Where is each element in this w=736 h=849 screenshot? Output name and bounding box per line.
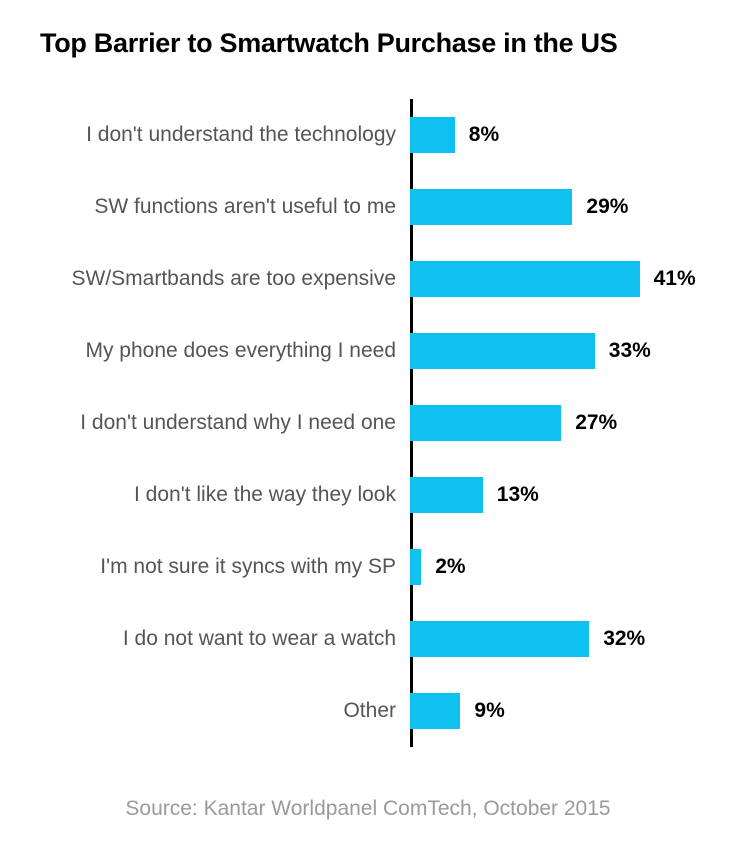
chart-page: Top Barrier to Smartwatch Purchase in th… bbox=[0, 0, 736, 849]
chart-row: I do not want to wear a watch 32% bbox=[40, 603, 696, 675]
category-label: I don't understand the technology bbox=[40, 123, 410, 147]
value-label: 33% bbox=[609, 339, 651, 363]
chart-title: Top Barrier to Smartwatch Purchase in th… bbox=[40, 28, 696, 59]
chart-row: Other 9% bbox=[40, 675, 696, 747]
chart-row: SW/Smartbands are too expensive 41% bbox=[40, 243, 696, 315]
bar-area: 27% bbox=[410, 387, 696, 459]
category-label: SW/Smartbands are too expensive bbox=[40, 267, 410, 291]
category-label: My phone does everything I need bbox=[40, 339, 410, 363]
bar bbox=[410, 261, 640, 297]
bar bbox=[410, 693, 460, 729]
value-label: 2% bbox=[435, 555, 465, 579]
bar-area: 32% bbox=[410, 603, 696, 675]
value-label: 29% bbox=[586, 195, 628, 219]
bar bbox=[410, 477, 483, 513]
bar-area: 29% bbox=[410, 171, 696, 243]
bar-area: 9% bbox=[410, 675, 696, 747]
category-label: Other bbox=[40, 699, 410, 723]
category-label: SW functions aren't useful to me bbox=[40, 195, 410, 219]
value-label: 27% bbox=[575, 411, 617, 435]
category-label: I don't understand why I need one bbox=[40, 411, 410, 435]
bar bbox=[410, 621, 589, 657]
bar bbox=[410, 189, 572, 225]
chart-row: I don't understand the technology 8% bbox=[40, 99, 696, 171]
bar-area: 33% bbox=[410, 315, 696, 387]
value-label: 32% bbox=[603, 627, 645, 651]
bar bbox=[410, 549, 421, 585]
source-caption: Source: Kantar Worldpanel ComTech, Octob… bbox=[0, 797, 736, 821]
chart-row: I don't understand why I need one 27% bbox=[40, 387, 696, 459]
category-label: I'm not sure it syncs with my SP bbox=[40, 555, 410, 579]
value-label: 13% bbox=[497, 483, 539, 507]
value-label: 9% bbox=[474, 699, 504, 723]
value-label: 41% bbox=[654, 267, 696, 291]
chart-row: I'm not sure it syncs with my SP 2% bbox=[40, 531, 696, 603]
bar-area: 2% bbox=[410, 531, 696, 603]
bar bbox=[410, 333, 595, 369]
chart-row: SW functions aren't useful to me 29% bbox=[40, 171, 696, 243]
bar bbox=[410, 117, 455, 153]
bar-area: 8% bbox=[410, 99, 696, 171]
bar-area: 41% bbox=[410, 243, 696, 315]
bar-chart: I don't understand the technology 8% SW fu… bbox=[40, 99, 696, 747]
chart-row: My phone does everything I need 33% bbox=[40, 315, 696, 387]
chart-row: I don't like the way they look 13% bbox=[40, 459, 696, 531]
bar bbox=[410, 405, 561, 441]
category-label: I do not want to wear a watch bbox=[40, 627, 410, 651]
value-label: 8% bbox=[469, 123, 499, 147]
bar-area: 13% bbox=[410, 459, 696, 531]
category-label: I don't like the way they look bbox=[40, 483, 410, 507]
